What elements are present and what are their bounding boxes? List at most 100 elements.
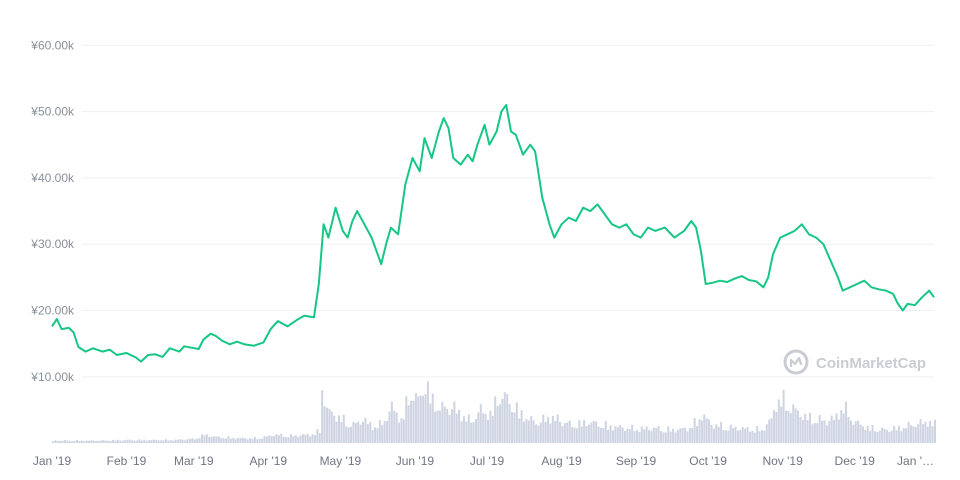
volume-bar bbox=[482, 413, 485, 443]
volume-bar bbox=[789, 413, 792, 443]
volume-bar bbox=[455, 413, 458, 443]
volume-bar bbox=[676, 429, 679, 443]
volume-bar bbox=[840, 410, 843, 443]
volume-bar bbox=[635, 430, 638, 443]
volume-bar bbox=[818, 414, 821, 443]
volume-bar bbox=[563, 423, 566, 443]
volume-bar bbox=[530, 415, 533, 443]
volume-bar bbox=[383, 420, 386, 443]
volume-bar bbox=[736, 430, 739, 443]
volume-bar bbox=[756, 426, 759, 443]
price-line bbox=[51, 103, 935, 363]
volume-bar bbox=[893, 425, 896, 443]
volume-bar bbox=[136, 440, 139, 443]
volume-bar bbox=[523, 421, 526, 443]
volume-bar bbox=[835, 413, 838, 443]
volume-bar bbox=[294, 435, 297, 443]
volume-bar bbox=[155, 439, 158, 443]
volume-bar bbox=[777, 399, 780, 443]
volume-bar bbox=[852, 424, 855, 443]
volume-bar bbox=[369, 421, 372, 443]
volume-bar bbox=[362, 422, 365, 443]
volume-bar bbox=[539, 422, 542, 443]
x-tick-label: Apr '19 bbox=[249, 454, 287, 468]
volume-bar bbox=[732, 428, 735, 443]
volume-bar bbox=[246, 439, 249, 443]
volume-bar bbox=[924, 421, 927, 443]
volume-bar bbox=[76, 440, 79, 443]
volume-bar bbox=[496, 406, 499, 443]
volume-bar bbox=[275, 434, 278, 443]
volume-bar bbox=[664, 432, 667, 443]
volume-bar bbox=[871, 424, 874, 443]
volume-bar bbox=[717, 426, 720, 443]
volume-bar bbox=[554, 420, 557, 443]
volume-bar bbox=[366, 424, 369, 443]
volume-bar bbox=[710, 424, 713, 443]
volume-bar bbox=[559, 422, 562, 443]
volume-bar bbox=[116, 439, 119, 443]
volume-bar bbox=[208, 436, 211, 443]
volume-bar bbox=[693, 418, 696, 443]
volume-bar bbox=[547, 416, 550, 443]
volume-bar bbox=[674, 432, 677, 443]
volume-bar bbox=[883, 428, 886, 443]
volume-bar bbox=[88, 440, 91, 443]
volume-bar bbox=[760, 430, 763, 443]
volume-bar bbox=[234, 439, 237, 443]
volume-bar bbox=[919, 418, 922, 443]
watermark-text: CoinMarketCap bbox=[816, 355, 926, 372]
volume-bar bbox=[376, 428, 379, 443]
volume-bar bbox=[333, 415, 336, 443]
volume-bar bbox=[909, 425, 912, 443]
volume-bar bbox=[501, 398, 504, 443]
volume-bar bbox=[746, 426, 749, 443]
volume-bar bbox=[688, 428, 691, 443]
volume-bar bbox=[491, 416, 494, 443]
x-tick-label: Sep '19 bbox=[616, 454, 657, 468]
volume-bar bbox=[511, 412, 514, 443]
volume-bar bbox=[715, 424, 718, 443]
volume-bar bbox=[535, 424, 538, 443]
volume-bar bbox=[809, 412, 812, 443]
volume-bar bbox=[595, 421, 598, 443]
volume-bar bbox=[128, 439, 131, 443]
volume-bar bbox=[64, 440, 67, 443]
volume-bar bbox=[181, 439, 184, 443]
volume-bar bbox=[902, 428, 905, 443]
volume-bar bbox=[527, 420, 530, 443]
volume-bar bbox=[460, 421, 463, 443]
volume-bar bbox=[318, 432, 321, 443]
volume-bar bbox=[888, 431, 891, 443]
volume-bar bbox=[323, 406, 326, 443]
volume-bar bbox=[472, 422, 475, 443]
volume-bar bbox=[770, 418, 773, 443]
volume-bar bbox=[799, 416, 802, 443]
volume-bar bbox=[220, 438, 223, 443]
volume-bar bbox=[249, 438, 252, 443]
volume-bar bbox=[400, 418, 403, 443]
volume-bar bbox=[297, 437, 300, 443]
volume-bar bbox=[414, 393, 417, 443]
volume-bar bbox=[590, 422, 593, 443]
volume-bar bbox=[592, 420, 595, 443]
volume-bar bbox=[287, 437, 290, 443]
volume-bar bbox=[660, 431, 663, 443]
volume-bar bbox=[434, 411, 437, 443]
volume-bar bbox=[304, 434, 307, 443]
volume-bar bbox=[763, 430, 766, 443]
volume-bar bbox=[758, 431, 761, 443]
y-axis-ticks: ¥60.00k ¥50.00k ¥40.00k ¥30.00k ¥20.00k ¥10.0… bbox=[30, 38, 75, 384]
volume-bar bbox=[458, 409, 461, 443]
volume-bar bbox=[525, 418, 528, 443]
volume-bar bbox=[854, 421, 857, 443]
volume-bar bbox=[282, 436, 285, 443]
volume-bar bbox=[104, 440, 107, 443]
volume-bar bbox=[263, 436, 266, 443]
coinmarketcap-watermark: CoinMarketCap bbox=[783, 349, 926, 375]
y-tick-label: ¥40.00k bbox=[30, 171, 75, 185]
volume-bar bbox=[508, 404, 511, 443]
x-tick-label: Jan '… bbox=[897, 454, 934, 468]
volume-bar bbox=[729, 424, 732, 443]
